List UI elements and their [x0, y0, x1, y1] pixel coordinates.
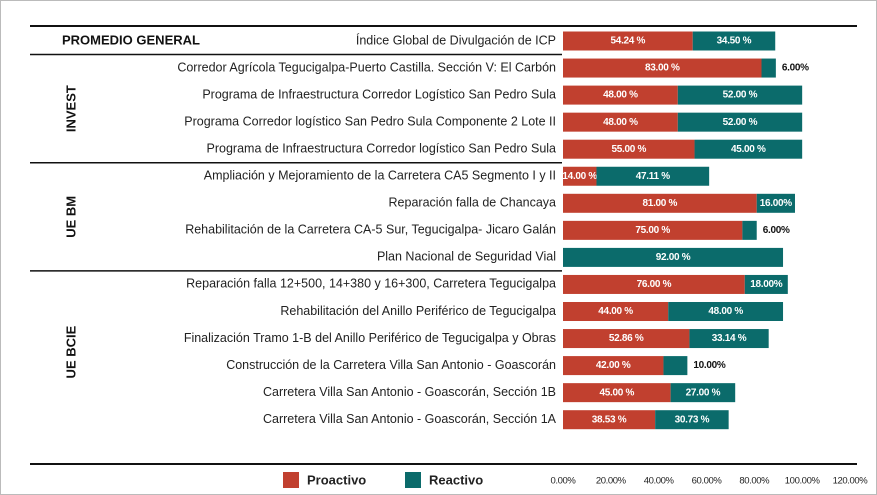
category-label: Plan Nacional de Seguridad Vial [377, 250, 556, 264]
bar-segment [563, 85, 678, 105]
category-label: Ampliación y Mejoramiento de la Carreter… [204, 169, 556, 183]
value-label: 45.00 % [600, 387, 635, 398]
category-label: Índice Global de Divulgación de ICP [356, 32, 556, 47]
bar-segment [761, 58, 776, 78]
group-label: PROMEDIO GENERAL [62, 32, 200, 47]
value-label: 34.50 % [717, 36, 752, 47]
value-label: 48.00 % [708, 306, 743, 317]
legend-label: Proactivo [307, 472, 366, 487]
category-label: Programa de Infraestructura Corredor log… [207, 141, 557, 155]
bar-segment [670, 383, 736, 403]
bar-segment [563, 166, 597, 186]
value-label: 92.00 % [656, 252, 691, 263]
value-label: 45.00 % [731, 144, 766, 155]
value-label: 52.00 % [723, 117, 758, 128]
bar-segment [677, 85, 803, 105]
bar-segment [563, 329, 690, 349]
x-tick-label: 120.00% [833, 476, 869, 487]
bar-segment [563, 193, 757, 213]
value-label: 83.00 % [645, 63, 680, 74]
bar-segment [563, 383, 671, 403]
legend-label: Reactivo [429, 472, 483, 487]
bar-segment [692, 31, 776, 51]
legend-swatch [283, 472, 299, 488]
bar-segment [563, 274, 745, 294]
bar-segment [563, 410, 656, 430]
bar-segment [563, 220, 743, 240]
value-label: 55.00 % [611, 144, 646, 155]
category-label: Construcción de la Carretera Villa San A… [226, 358, 556, 372]
category-label: Programa de Infraestructura Corredor Log… [202, 87, 556, 101]
value-label: 14.00 % [562, 171, 597, 182]
bar-segment [663, 356, 688, 376]
bar-segment [563, 247, 784, 267]
group-label: INVEST [63, 85, 78, 132]
value-label: 38.53 % [592, 414, 627, 425]
value-label: 54.24 % [611, 36, 646, 47]
value-label: 48.00 % [603, 90, 638, 101]
category-label: Rehabilitación de la Carretera CA-5 Sur,… [185, 223, 556, 237]
value-label: 76.00 % [637, 279, 672, 290]
value-label: 30.73 % [675, 414, 710, 425]
value-label: 16.00% [760, 198, 793, 209]
category-label: Corredor Agrícola Tegucigalpa-Puerto Cas… [177, 60, 556, 74]
bar-segment [596, 166, 710, 186]
bar-segment [744, 274, 788, 294]
value-label: 33.14 % [712, 333, 747, 344]
value-label: 48.00 % [603, 117, 638, 128]
value-label: 27.00 % [686, 387, 721, 398]
value-label: 44.00 % [598, 306, 633, 317]
category-label: Carretera Villa San Antonio - Goascorán,… [263, 412, 557, 426]
bar-segment [563, 356, 664, 376]
bar-segment [689, 329, 769, 349]
category-label: Rehabilitación del Anillo Periférico de … [280, 304, 556, 318]
bar-segment [677, 112, 803, 132]
group-label: UE BM [63, 196, 78, 238]
value-label: 6.00% [763, 225, 790, 236]
value-label: 10.00% [693, 360, 726, 371]
category-label: Reparación falla de Chancaya [389, 196, 557, 210]
legend-swatch [405, 472, 421, 488]
group-label: UE BCIE [63, 325, 78, 378]
bar-segment [563, 58, 762, 78]
bar-segment [563, 139, 695, 159]
bar-segment [655, 410, 729, 430]
bar-segment [668, 302, 784, 321]
bar-segment [563, 302, 669, 321]
category-label: Programa Corredor logístico San Pedro Su… [184, 114, 556, 128]
value-label: 42.00 % [596, 360, 631, 371]
bar-segment [756, 193, 795, 213]
bar-segment [694, 139, 803, 159]
category-label: Carretera Villa San Antonio - Goascorán,… [263, 385, 556, 399]
value-label: 18.00% [750, 279, 783, 290]
bar-segment [563, 112, 678, 132]
category-label: Finalización Tramo 1-B del Anillo Perifé… [184, 331, 556, 345]
value-label: 81.00 % [643, 198, 678, 209]
x-tick-label: 100.00% [785, 476, 821, 487]
value-label: 52.86 % [609, 333, 644, 344]
x-tick-label: 40.00% [644, 476, 675, 487]
value-label: 6.00% [782, 63, 809, 74]
x-tick-label: 80.00% [739, 476, 770, 487]
bar-segment [742, 220, 757, 240]
x-tick-label: 0.00% [551, 476, 577, 487]
value-label: 47.11 % [636, 171, 670, 182]
value-label: 75.00 % [635, 225, 670, 236]
bar-segment [563, 31, 693, 51]
category-label: Reparación falla 12+500, 14+380 y 16+300… [186, 277, 556, 291]
x-tick-label: 20.00% [596, 476, 627, 487]
value-label: 52.00 % [723, 90, 758, 101]
x-tick-label: 60.00% [692, 476, 723, 487]
